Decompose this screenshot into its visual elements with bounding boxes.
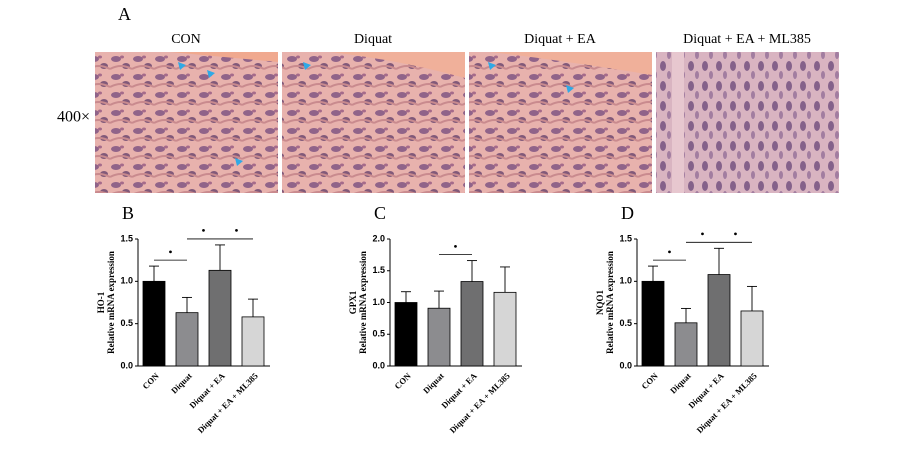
bar	[241, 316, 265, 367]
bar	[641, 280, 665, 367]
y-tick-label: 1.0	[619, 276, 632, 286]
y-tick-label: 1.5	[619, 233, 632, 243]
magnification: 400×	[57, 109, 90, 126]
histology-image	[282, 52, 465, 193]
x-tick-label: CON	[392, 370, 413, 391]
x-tick-label: Diquat	[169, 371, 194, 396]
y-axis-label: Relative mRNA expression	[106, 251, 116, 354]
y-tick-label: 0.5	[619, 318, 632, 328]
y-axis-label: NQO1	[595, 290, 605, 316]
bar	[208, 269, 232, 367]
bar	[674, 322, 698, 367]
y-axis-label: Relative mRNA expression	[605, 251, 615, 354]
y-tick-label: 1.0	[372, 297, 385, 307]
significance-mark: •	[201, 224, 205, 238]
significance-mark: •	[667, 245, 671, 259]
significance-mark: •	[168, 245, 172, 259]
bar	[460, 281, 484, 367]
histology-image	[656, 52, 839, 193]
significance-mark: •	[733, 227, 737, 241]
histology-image	[95, 52, 278, 193]
bar	[740, 310, 764, 367]
y-tick-label: 1.5	[120, 233, 133, 243]
significance-mark: •	[700, 227, 704, 241]
y-tick-label: 0.5	[120, 318, 133, 328]
x-tick-label: Diquat + EA + ML385	[195, 371, 259, 435]
significance-mark: •	[234, 224, 238, 238]
image-title: Diquat + EA	[524, 32, 597, 47]
bar	[493, 291, 517, 367]
significance-mark: •	[453, 239, 457, 253]
y-tick-label: 0.0	[619, 360, 632, 370]
histology-image	[469, 52, 652, 193]
image-title: CON	[171, 32, 201, 47]
bar	[175, 312, 199, 367]
bar	[427, 307, 451, 367]
panel-label: B	[122, 203, 134, 223]
y-tick-label: 1.0	[120, 276, 133, 286]
y-axis-label: GPX1	[348, 290, 358, 314]
panel-label: D	[621, 203, 634, 223]
bar	[142, 280, 166, 367]
x-tick-label: Diquat	[421, 371, 446, 396]
x-tick-label: CON	[639, 370, 660, 391]
bar	[707, 274, 731, 367]
y-axis-label: Relative mRNA expression	[358, 251, 368, 354]
panel-label: C	[374, 203, 386, 223]
y-tick-label: 0.5	[372, 329, 385, 339]
x-tick-label: Diquat + EA + ML385	[694, 371, 758, 435]
y-axis-label: HO-1	[96, 291, 106, 313]
panel-label: A	[118, 4, 131, 24]
x-tick-label: CON	[140, 370, 161, 391]
histology-images	[95, 52, 839, 193]
x-tick-label: Diquat	[668, 371, 693, 396]
bar	[394, 302, 418, 367]
image-title: Diquat	[354, 32, 392, 47]
y-tick-label: 0.0	[372, 360, 385, 370]
image-title: Diquat + EA + ML385	[683, 32, 811, 47]
x-tick-label: Diquat + EA + ML385	[447, 371, 511, 435]
y-tick-label: 0.0	[120, 360, 133, 370]
y-tick-label: 2.0	[372, 233, 385, 243]
y-tick-label: 1.5	[372, 265, 385, 275]
